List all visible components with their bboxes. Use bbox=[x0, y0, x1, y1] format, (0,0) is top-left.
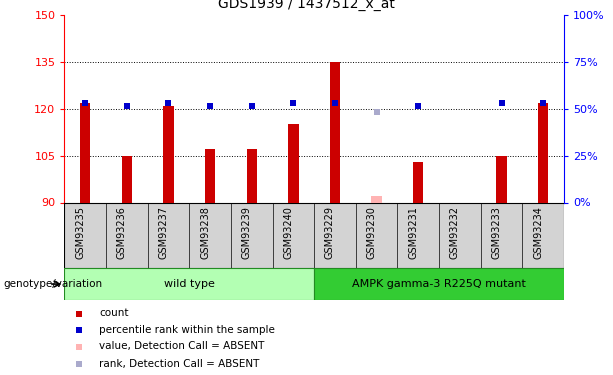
Text: percentile rank within the sample: percentile rank within the sample bbox=[99, 325, 275, 335]
Bar bbox=[538, 102, 549, 202]
Text: rank, Detection Call = ABSENT: rank, Detection Call = ABSENT bbox=[99, 359, 260, 369]
Text: GSM93239: GSM93239 bbox=[242, 206, 252, 259]
Text: wild type: wild type bbox=[164, 279, 215, 289]
Text: GSM93232: GSM93232 bbox=[450, 206, 460, 259]
Bar bbox=[121, 156, 132, 203]
Text: GSM93231: GSM93231 bbox=[408, 206, 418, 259]
Text: GDS1939 / 1437512_x_at: GDS1939 / 1437512_x_at bbox=[218, 0, 395, 11]
Text: AMPK gamma-3 R225Q mutant: AMPK gamma-3 R225Q mutant bbox=[352, 279, 526, 289]
Bar bbox=[371, 196, 382, 202]
Bar bbox=[497, 156, 507, 203]
Bar bbox=[80, 102, 90, 202]
Bar bbox=[330, 62, 340, 202]
Bar bbox=[314, 268, 564, 300]
Text: GSM93238: GSM93238 bbox=[200, 206, 210, 259]
Text: GSM93237: GSM93237 bbox=[158, 206, 169, 259]
Text: GSM93236: GSM93236 bbox=[117, 206, 127, 259]
Bar bbox=[413, 162, 424, 202]
Text: genotype/variation: genotype/variation bbox=[3, 279, 102, 289]
Text: count: count bbox=[99, 309, 129, 318]
Text: GSM93235: GSM93235 bbox=[75, 206, 85, 259]
Bar bbox=[64, 202, 564, 268]
Bar bbox=[205, 149, 215, 202]
Bar bbox=[288, 124, 299, 202]
Bar bbox=[246, 149, 257, 202]
Text: GSM93233: GSM93233 bbox=[492, 206, 501, 259]
Text: GSM93229: GSM93229 bbox=[325, 206, 335, 259]
Text: GSM93234: GSM93234 bbox=[533, 206, 543, 259]
Bar bbox=[163, 106, 173, 202]
Text: GSM93240: GSM93240 bbox=[283, 206, 294, 259]
Text: GSM93230: GSM93230 bbox=[367, 206, 376, 259]
Bar bbox=[64, 268, 314, 300]
Text: value, Detection Call = ABSENT: value, Detection Call = ABSENT bbox=[99, 342, 265, 351]
